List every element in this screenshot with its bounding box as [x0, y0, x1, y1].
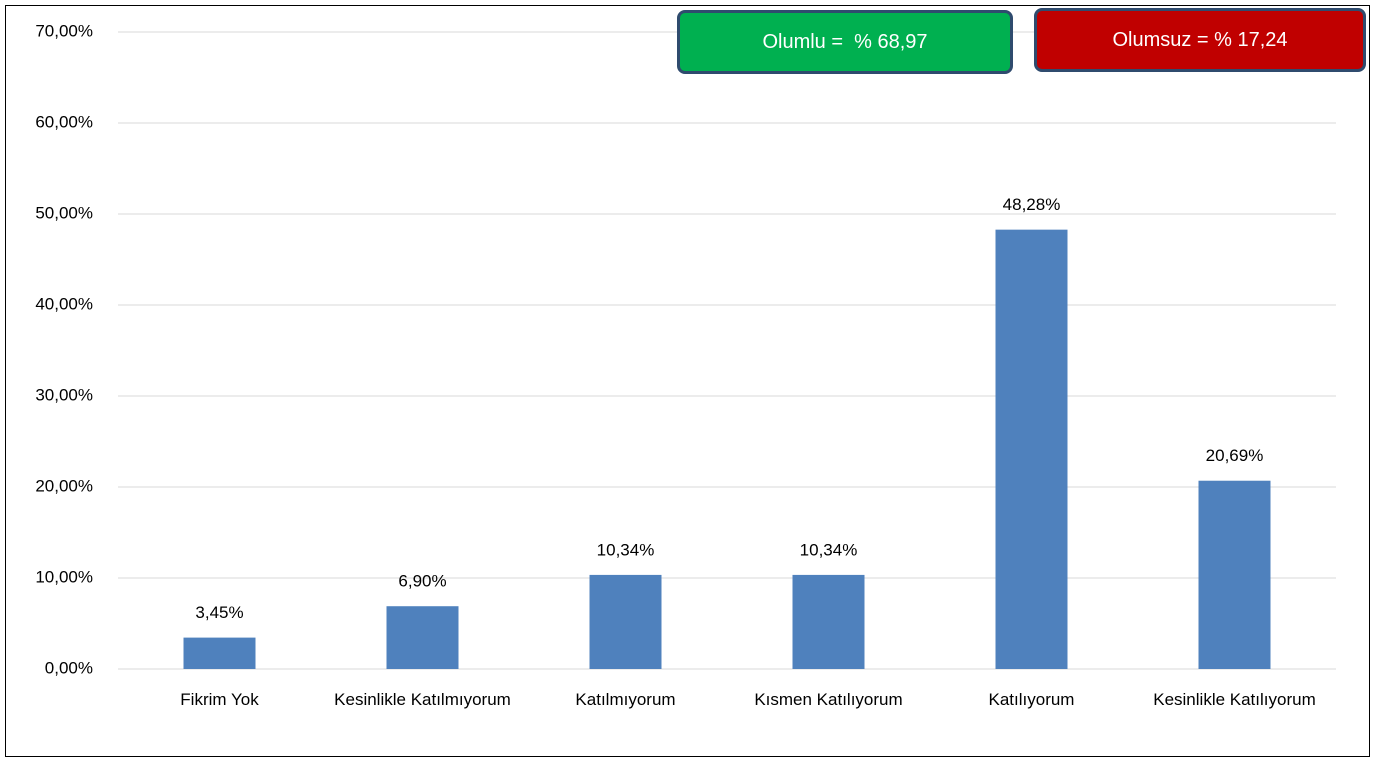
- x-tick-label: Katılıyorum: [988, 690, 1075, 709]
- data-label: 6,90%: [398, 572, 446, 591]
- data-label: 3,45%: [195, 603, 243, 622]
- data-label: 48,28%: [1003, 195, 1061, 214]
- bar: [792, 574, 865, 669]
- y-tick-label: 0,00%: [45, 658, 93, 677]
- bar: [1198, 480, 1271, 669]
- x-tick-label: Kısmen Katılıyorum: [754, 690, 903, 709]
- y-tick-label: 60,00%: [35, 112, 93, 131]
- annotation-box: Olumsuz = % 17,24: [1034, 8, 1366, 72]
- x-tick-label: Kesinlikle Katılmıyorum: [334, 690, 511, 709]
- y-tick-label: 70,00%: [35, 21, 93, 40]
- y-tick-label: 20,00%: [35, 476, 93, 495]
- y-tick-label: 30,00%: [35, 385, 93, 404]
- bar: [386, 606, 459, 669]
- y-tick-label: 50,00%: [35, 203, 93, 222]
- bar: [183, 637, 256, 669]
- bar: [589, 574, 662, 669]
- data-label: 10,34%: [597, 540, 655, 559]
- annotation-box: Olumlu = % 68,97: [677, 10, 1013, 74]
- data-label: 20,69%: [1206, 446, 1264, 465]
- data-label: 10,34%: [800, 540, 858, 559]
- bar: [995, 229, 1068, 670]
- y-tick-label: 10,00%: [35, 567, 93, 586]
- x-tick-label: Katılmıyorum: [575, 690, 676, 709]
- y-tick-label: 40,00%: [35, 294, 93, 313]
- chart-border: [5, 5, 1370, 757]
- x-tick-label: Kesinlikle Katılıyorum: [1153, 690, 1316, 709]
- x-tick-label: Fikrim Yok: [180, 690, 259, 709]
